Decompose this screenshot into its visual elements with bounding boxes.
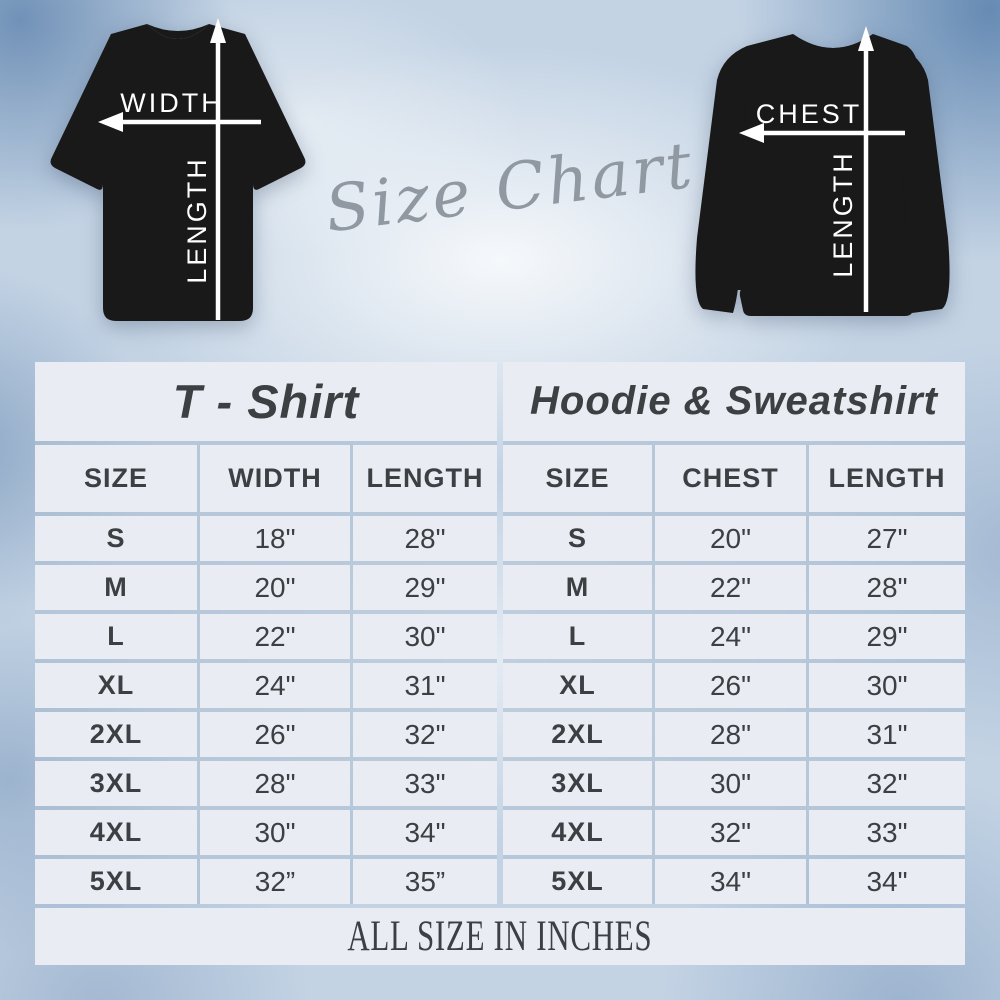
size-cell: 4XL [503,810,652,855]
tshirt-collar [147,24,209,39]
tshirt-length-label: LENGTH [182,156,212,284]
tshirt-table: T - Shirt SIZE WIDTH LENGTH S 18" 28" M … [35,362,497,904]
size-cell: M [35,565,197,610]
chest-cell: 22" [655,565,806,610]
units-note: ALL SIZE IN INCHES [347,913,653,960]
up-arrow-head [858,26,874,51]
column-header-width: WIDTH [200,445,350,512]
size-cell: L [35,614,197,659]
sweatshirt-length-label: LENGTH [828,150,858,278]
size-cell: S [35,516,197,561]
length-cell: 27" [809,516,965,561]
width-cell: 18" [200,516,350,561]
length-cell: 35” [353,859,497,904]
length-cell: 34" [353,810,497,855]
up-arrow-head [210,18,226,43]
size-cell: 3XL [35,761,197,806]
column-header-size: SIZE [35,445,197,512]
size-cell: L [503,614,652,659]
width-cell: 30" [200,810,350,855]
tshirt-table-title: T - Shirt [35,362,497,441]
chest-cell: 26" [655,663,806,708]
column-header-size: SIZE [503,445,652,512]
size-cell: 5XL [503,859,652,904]
width-cell: 28" [200,761,350,806]
length-cell: 33" [809,810,965,855]
column-header-length: LENGTH [353,445,497,512]
sweatshirt-collar [793,34,873,56]
length-cell: 32" [809,761,965,806]
tshirt-width-label: WIDTH [120,88,223,118]
column-header-chest: CHEST [655,445,806,512]
size-cell: 3XL [503,761,652,806]
length-cell: 30" [353,614,497,659]
sweatshirt-graphic: CHEST LENGTH [695,26,950,316]
chest-cell: 20" [655,516,806,561]
length-cell: 29" [809,614,965,659]
width-cell: 20" [200,565,350,610]
sweatshirt-body [737,34,917,290]
length-cell: 32" [353,712,497,757]
size-cell: 4XL [35,810,197,855]
width-cell: 22" [200,614,350,659]
width-cell: 24" [200,663,350,708]
size-cell: XL [503,663,652,708]
length-cell: 33" [353,761,497,806]
size-cell: 2XL [35,712,197,757]
length-cell: 30" [809,663,965,708]
size-cell: XL [35,663,197,708]
column-header-length: LENGTH [809,445,965,512]
left-arrow-head [98,112,123,132]
tshirt-graphic: WIDTH LENGTH [50,18,306,321]
chest-cell: 30" [655,761,806,806]
length-cell: 29" [353,565,497,610]
sweatshirt-right-sleeve [898,46,950,313]
length-cell: 28" [809,565,965,610]
size-cell: M [503,565,652,610]
chest-cell: 32" [655,810,806,855]
chest-cell: 34" [655,859,806,904]
sweatshirt-hem [739,288,917,316]
table-footer: ALL SIZE IN INCHES [35,908,965,965]
hoodie-table: Hoodie & Sweatshirt SIZE CHEST LENGTH S … [503,362,965,904]
width-cell: 26" [200,712,350,757]
chest-cell: 28" [655,712,806,757]
chest-cell: 24" [655,614,806,659]
tshirt-body [50,24,306,321]
length-cell: 31" [353,663,497,708]
left-arrow-head [739,123,764,143]
length-cell: 31" [809,712,965,757]
length-cell: 34" [809,859,965,904]
size-cell: 2XL [503,712,652,757]
length-cell: 28" [353,516,497,561]
sweatshirt-left-sleeve [695,46,747,313]
hoodie-table-title: Hoodie & Sweatshirt [503,362,965,441]
width-cell: 32” [200,859,350,904]
sweatshirt-chest-label: CHEST [756,99,863,129]
size-cell: 5XL [35,859,197,904]
size-table: T - Shirt SIZE WIDTH LENGTH S 18" 28" M … [35,362,965,965]
size-cell: S [503,516,652,561]
